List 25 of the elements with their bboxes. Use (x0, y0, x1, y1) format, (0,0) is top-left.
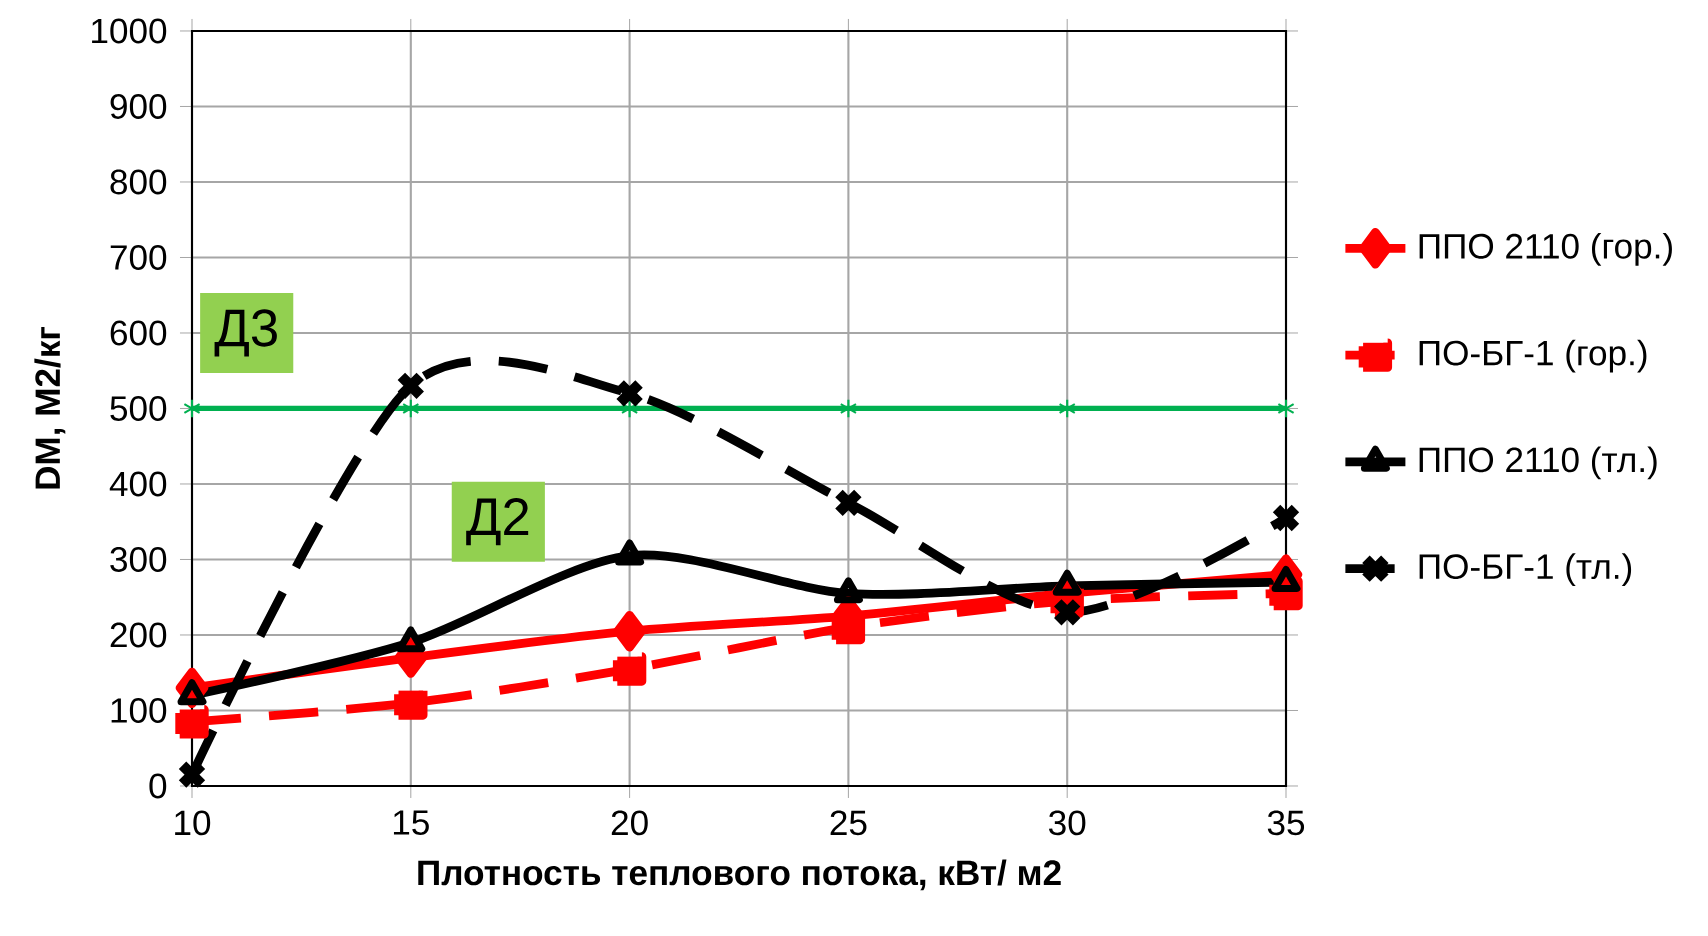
legend-label: ППО 2110 (гор.) (1419, 232, 1672, 266)
y-tick-label: 200 (110, 622, 167, 648)
y-tick-label: 0 (149, 773, 167, 799)
x-tick-label: 10 (175, 810, 211, 836)
x-tick-label: 25 (830, 810, 867, 836)
legend-label: ППО 2110 (тл.) (1419, 446, 1657, 480)
y-tick-label: 100 (111, 698, 167, 723)
y-tick-label: 300 (110, 547, 167, 572)
y-tick-label: 800 (110, 169, 167, 195)
y-tick-label: 1000 (92, 18, 167, 44)
x-tick-label: 30 (1048, 810, 1086, 836)
y-axis-title: DM, М2/кг (34, 326, 66, 489)
annotation: Д2 (466, 498, 529, 546)
y-tick-label: 700 (110, 245, 167, 270)
annotation: Д3 (214, 309, 277, 357)
y-tick-label: 600 (110, 320, 167, 346)
y-tick-label: 900 (110, 94, 167, 119)
legend-label: ПО-БГ-1 (тл.) (1419, 553, 1632, 587)
y-tick-label: 500 (110, 396, 167, 421)
x-tick-label: 15 (393, 810, 429, 835)
x-tick-label: 20 (611, 810, 648, 836)
legend-label: ПО-БГ-1 (гор.) (1419, 339, 1647, 373)
y-tick-label: 400 (109, 471, 167, 497)
x-tick-label: 35 (1267, 810, 1305, 836)
x-axis-title: Плотность теплового потока, кВт/ м2 (418, 859, 1061, 891)
